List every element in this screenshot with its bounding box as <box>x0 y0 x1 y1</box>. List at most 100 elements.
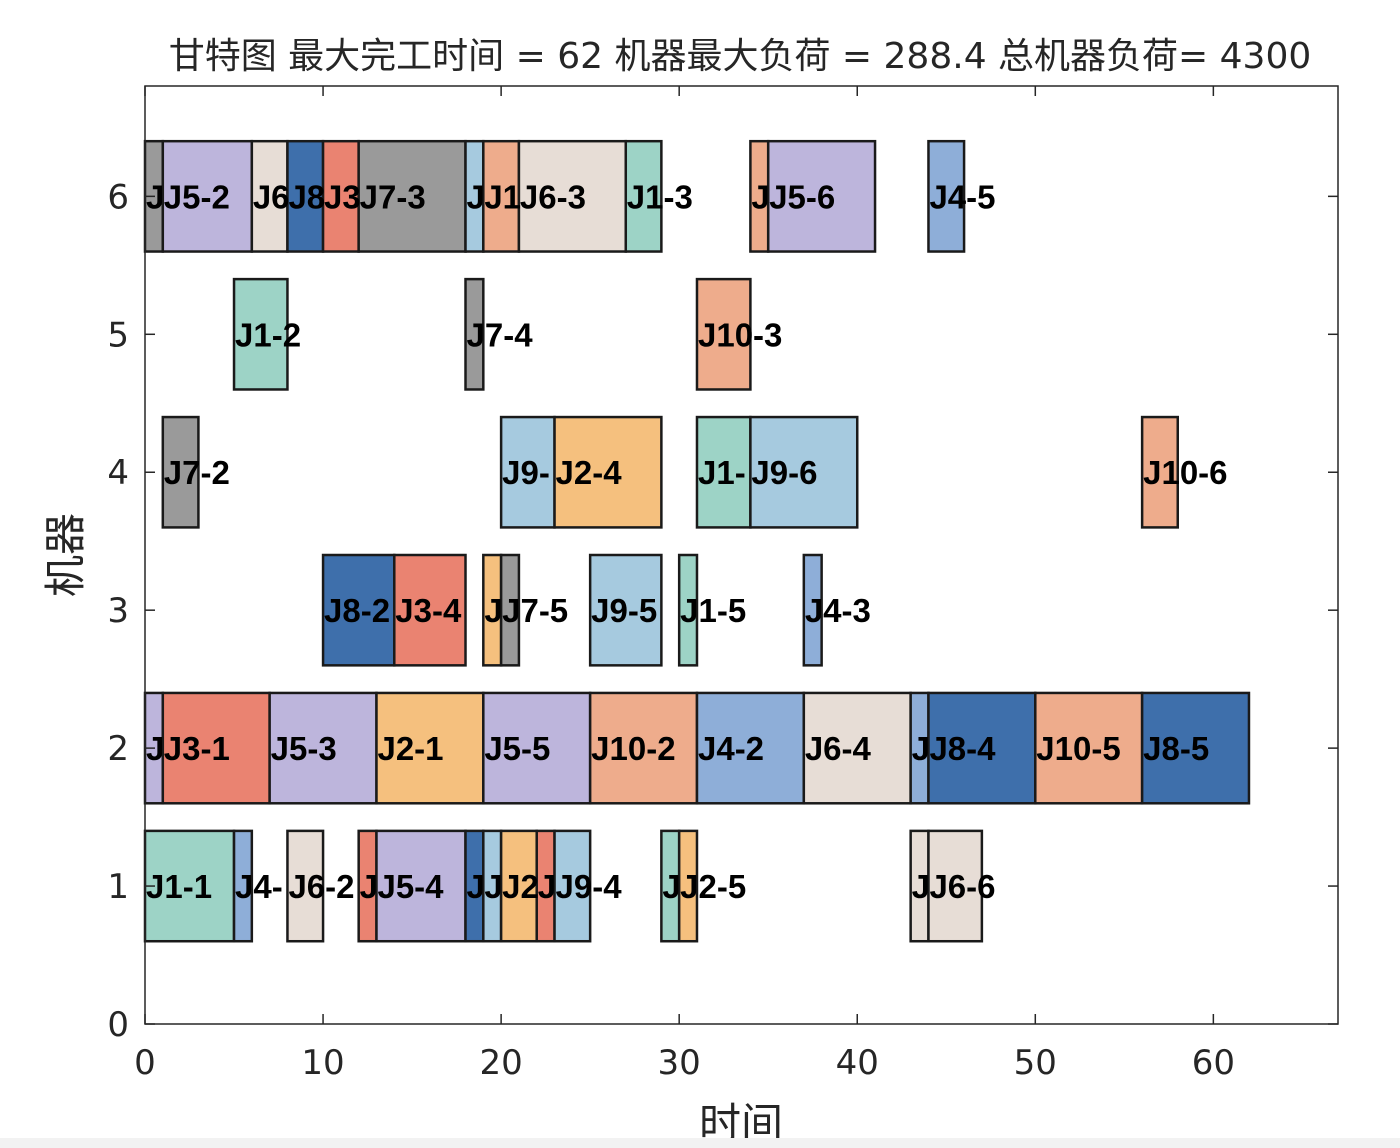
task-bar <box>588 553 663 667</box>
task-bar <box>482 139 521 253</box>
task-label: J4- <box>235 868 283 905</box>
task-bar <box>464 277 485 391</box>
x-tick-label: 50 <box>1014 1043 1057 1083</box>
y-tick-label: 6 <box>107 177 129 217</box>
bottom-strip <box>0 1138 1400 1148</box>
task-label: J <box>360 868 378 905</box>
task-bar <box>357 139 467 253</box>
x-tick-label: 30 <box>658 1043 701 1083</box>
task-label: J4-5 <box>929 178 995 215</box>
y-tick-label: 0 <box>107 1005 129 1045</box>
task-label: J2 <box>502 868 539 905</box>
task-bar <box>553 415 663 529</box>
task-bar <box>1034 691 1144 805</box>
task-label: J4-2 <box>698 730 764 767</box>
task-label: J8 <box>288 178 325 215</box>
task-bar <box>927 829 984 943</box>
task-label: J3 <box>324 178 361 215</box>
task-label: J4-3 <box>805 592 871 629</box>
task-label: J5-5 <box>484 730 550 767</box>
y-axis-label: 机器 <box>41 513 90 597</box>
task-label: J8-4 <box>929 730 996 767</box>
task-label: J <box>484 868 502 905</box>
task-label: J8-2 <box>324 592 390 629</box>
task-bar <box>232 277 289 391</box>
task-bar <box>1140 415 1179 529</box>
task-label: J6 <box>253 178 290 215</box>
task-label: J7-3 <box>360 178 426 215</box>
task-bar <box>588 691 699 805</box>
task-label: J <box>484 592 502 629</box>
task-bar <box>499 553 521 667</box>
task-label: J5-3 <box>271 730 337 767</box>
task-bar <box>624 139 663 253</box>
task-label: J6-6 <box>929 868 995 905</box>
task-label: J6-3 <box>520 178 586 215</box>
task-bar <box>393 553 467 667</box>
task-bar <box>499 415 556 529</box>
task-label: J <box>912 730 930 767</box>
task-label: J6-4 <box>805 730 872 767</box>
x-tick-label: 10 <box>301 1043 344 1083</box>
task-label: J2-4 <box>556 454 623 491</box>
task-bar <box>161 691 271 805</box>
task-label: J10-3 <box>698 316 782 353</box>
task-bar <box>1140 691 1251 805</box>
task-label: J1-3 <box>627 178 693 215</box>
task-bar <box>749 415 859 529</box>
task-label: J1 <box>484 178 521 215</box>
plot-frame <box>144 85 1339 1025</box>
task-label: J <box>538 868 556 905</box>
task-bar <box>375 691 485 805</box>
task-label: J <box>146 178 164 215</box>
task-bar <box>232 829 254 943</box>
task-label: J2-1 <box>377 730 443 767</box>
y-tick-label: 1 <box>107 867 129 907</box>
task-label: J2-5 <box>680 868 746 905</box>
task-label: J1- <box>698 454 746 491</box>
task-bar <box>927 691 1037 805</box>
task-bar <box>553 829 592 943</box>
task-label: J9-4 <box>556 868 623 905</box>
task-label: J5-4 <box>377 868 444 905</box>
task-label: J3-1 <box>164 730 230 767</box>
task-label: J10-6 <box>1143 454 1227 491</box>
x-tick-label: 0 <box>134 1043 156 1083</box>
task-bar <box>161 139 254 253</box>
task-label: J9-5 <box>591 592 657 629</box>
task-label: J <box>751 178 769 215</box>
axis-ticks: 0 10 20 30 40 50 60 0 1 2 3 4 5 6 <box>107 86 1338 1083</box>
task-label: J10-5 <box>1036 730 1120 767</box>
task-bar <box>677 829 699 943</box>
task-label: J3-4 <box>395 592 462 629</box>
y-tick-label: 3 <box>107 591 129 631</box>
task-label: J9- <box>502 454 550 491</box>
task-label: J9-6 <box>751 454 817 491</box>
task-bar <box>268 691 378 805</box>
task-bar <box>766 139 877 253</box>
task-bar <box>321 553 396 667</box>
task-label: J <box>662 868 680 905</box>
task-bar <box>482 691 592 805</box>
chart-title: 甘特图 最大完工时间 = 62 机器最大负荷 = 288.4 总机器负荷= 43… <box>169 36 1312 77</box>
task-bar <box>321 139 360 253</box>
task-bar <box>161 415 200 529</box>
task-bar <box>802 691 912 805</box>
task-label: J <box>146 730 164 767</box>
task-bar <box>286 829 325 943</box>
task-bar <box>802 553 823 667</box>
task-bar <box>927 139 966 253</box>
task-bar <box>695 277 752 391</box>
x-tick-label: 20 <box>479 1043 522 1083</box>
y-tick-label: 4 <box>107 453 129 493</box>
task-label: J6-2 <box>288 868 354 905</box>
task-label: J <box>912 868 930 905</box>
task-label: J5-2 <box>164 178 230 215</box>
task-bar <box>517 139 628 253</box>
task-label: J8-5 <box>1143 730 1209 767</box>
task-label: J5-6 <box>769 178 835 215</box>
task-label: J10-2 <box>591 730 675 767</box>
task-label: J <box>467 178 485 215</box>
